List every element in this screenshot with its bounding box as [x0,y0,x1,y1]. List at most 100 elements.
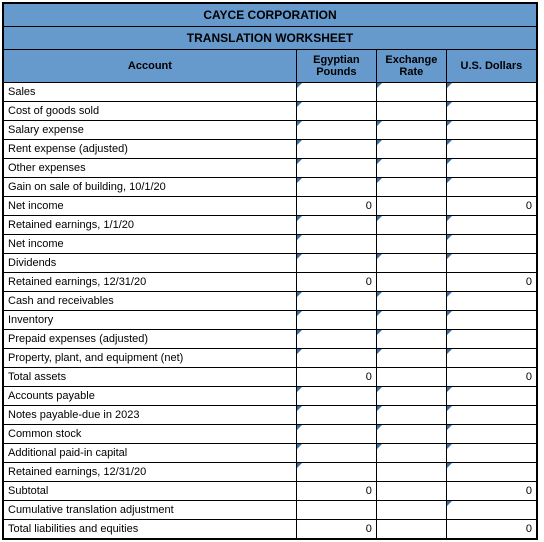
account-cell: Cumulative translation adjustment [3,501,296,520]
ep-value: 0 [296,273,376,292]
usd-input[interactable] [446,121,537,140]
er-input[interactable] [376,387,446,406]
usd-input[interactable] [446,292,537,311]
usd-input[interactable] [446,444,537,463]
usd-value: 0 [446,273,537,292]
account-cell: Net income [3,235,296,254]
table-row: Sales [3,83,537,102]
er-value [376,501,446,520]
table-row: Subtotal00 [3,482,537,501]
er-input[interactable] [376,425,446,444]
table-row: Prepaid expenses (adjusted) [3,330,537,349]
ep-input[interactable] [296,254,376,273]
account-cell: Net income [3,197,296,216]
ep-input[interactable] [296,425,376,444]
account-cell: Inventory [3,311,296,330]
usd-input[interactable] [446,140,537,159]
er-input[interactable] [376,311,446,330]
account-cell: Additional paid-in capital [3,444,296,463]
account-cell: Other expenses [3,159,296,178]
usd-input[interactable] [446,330,537,349]
usd-input[interactable] [446,83,537,102]
er-input[interactable] [376,406,446,425]
er-input[interactable] [376,292,446,311]
er-value [376,368,446,387]
account-cell: Property, plant, and equipment (net) [3,349,296,368]
table-row: Total assets00 [3,368,537,387]
ep-input[interactable] [296,311,376,330]
ep-input[interactable] [296,178,376,197]
usd-input[interactable] [446,102,537,121]
table-row: Retained earnings, 12/31/20 [3,463,537,482]
corp-title: CAYCE CORPORATION [3,3,537,27]
ep-input[interactable] [296,235,376,254]
ep-value: 0 [296,368,376,387]
er-input[interactable] [376,216,446,235]
ep-value: 0 [296,520,376,540]
account-cell: Subtotal [3,482,296,501]
translation-worksheet: CAYCE CORPORATION TRANSLATION WORKSHEET … [2,2,538,540]
ep-input[interactable] [296,406,376,425]
account-cell: Retained earnings, 12/31/20 [3,463,296,482]
account-cell: Total liabilities and equities [3,520,296,540]
er-input[interactable] [376,140,446,159]
usd-input[interactable] [446,425,537,444]
column-header-row: Account Egyptian Pounds Exchange Rate U.… [3,50,537,83]
account-cell: Prepaid expenses (adjusted) [3,330,296,349]
er-input[interactable] [376,83,446,102]
ep-input[interactable] [296,121,376,140]
er-input[interactable] [376,178,446,197]
usd-input[interactable] [446,216,537,235]
ep-input[interactable] [296,216,376,235]
ep-input[interactable] [296,140,376,159]
account-cell: Retained earnings, 12/31/20 [3,273,296,292]
account-cell: Cash and receivables [3,292,296,311]
corp-title-row: CAYCE CORPORATION [3,3,537,27]
usd-value: 0 [446,197,537,216]
table-row: Accounts payable [3,387,537,406]
er-input[interactable] [376,254,446,273]
ep-input[interactable] [296,387,376,406]
usd-input[interactable] [446,463,537,482]
ep-input[interactable] [296,463,376,482]
er-input[interactable] [376,444,446,463]
ep-input[interactable] [296,292,376,311]
table-row: Rent expense (adjusted) [3,140,537,159]
ep-input[interactable] [296,102,376,121]
account-cell: Total assets [3,368,296,387]
usd-input[interactable] [446,311,537,330]
er-value [376,520,446,540]
account-cell: Accounts payable [3,387,296,406]
usd-input[interactable] [446,387,537,406]
usd-input[interactable] [446,178,537,197]
er-value [376,102,446,121]
usd-value: 0 [446,368,537,387]
usd-input[interactable] [446,406,537,425]
usd-input[interactable] [446,254,537,273]
er-input[interactable] [376,330,446,349]
ep-input[interactable] [296,330,376,349]
account-cell: Dividends [3,254,296,273]
usd-input[interactable] [446,159,537,178]
table-row: Additional paid-in capital [3,444,537,463]
usd-input[interactable] [446,501,537,520]
table-row: Notes payable-due in 2023 [3,406,537,425]
er-value [376,482,446,501]
ep-input[interactable] [296,444,376,463]
account-cell: Salary expense [3,121,296,140]
table-row: Total liabilities and equities00 [3,520,537,540]
er-value [376,197,446,216]
table-row: Salary expense [3,121,537,140]
account-cell: Sales [3,83,296,102]
ep-input[interactable] [296,159,376,178]
ep-input[interactable] [296,349,376,368]
ep-value: 0 [296,197,376,216]
er-input[interactable] [376,159,446,178]
ep-input[interactable] [296,83,376,102]
er-value [376,235,446,254]
usd-input[interactable] [446,349,537,368]
account-cell: Rent expense (adjusted) [3,140,296,159]
er-input[interactable] [376,121,446,140]
usd-input[interactable] [446,235,537,254]
er-input[interactable] [376,349,446,368]
